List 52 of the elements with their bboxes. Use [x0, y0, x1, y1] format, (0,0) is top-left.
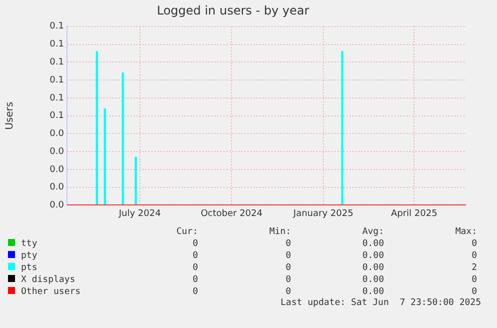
- bar: [104, 108, 106, 206]
- text: 0: [192, 250, 198, 262]
- legend-label: pty: [20, 250, 38, 262]
- text: 0: [284, 262, 291, 274]
- text: 0: [470, 286, 477, 298]
- y-tick-label: 0.0: [50, 146, 64, 157]
- bar: [122, 72, 124, 206]
- text: 0: [192, 238, 198, 250]
- y-tick-label: 0.0: [50, 182, 64, 193]
- text: 0: [284, 286, 291, 298]
- y-tick-label: 0.1: [50, 111, 64, 122]
- text: 0: [284, 250, 291, 262]
- y-tick-label: 0.1: [50, 40, 64, 50]
- x-tick-label: April 2025: [390, 208, 438, 219]
- y-tick-label: 0.0: [50, 200, 64, 211]
- y-axis-title: Users: [4, 102, 16, 130]
- text: 0: [470, 274, 477, 286]
- text: 0: [284, 274, 291, 286]
- text: Avg:: [361, 226, 384, 238]
- y-tick-label: 0.1: [50, 22, 64, 32]
- bar: [96, 51, 98, 206]
- text: 0: [470, 238, 477, 250]
- text: 0: [192, 286, 198, 298]
- y-tick-label: 0.0: [50, 129, 64, 140]
- x-tick-label: July 2024: [118, 208, 162, 219]
- bar: [341, 51, 344, 206]
- text: Max:: [454, 226, 477, 238]
- y-tick-label: 0.0: [50, 164, 64, 175]
- text: 0.00: [361, 262, 384, 274]
- text: 0: [284, 238, 291, 250]
- legend-label: Other users: [20, 286, 82, 298]
- x-tick-label: January 2025: [292, 208, 354, 219]
- bar: [134, 156, 137, 206]
- text: 2: [470, 262, 477, 274]
- x-tick-label: October 2024: [200, 208, 263, 219]
- text: 0: [470, 250, 477, 262]
- y-tick-label: 0.1: [50, 58, 64, 68]
- text: 0.00: [361, 274, 384, 286]
- y-tick-label: 0.1: [50, 75, 64, 86]
- legend-label: pts: [20, 262, 38, 274]
- text: Min:: [268, 226, 291, 238]
- text: 0.00: [361, 238, 384, 250]
- legend-label: tty: [20, 238, 38, 250]
- legend-label: X displays: [20, 274, 76, 286]
- text: Cur:: [175, 226, 198, 238]
- chart-title: Logged in users - by year: [156, 3, 310, 18]
- text: 0.00: [361, 286, 384, 298]
- text: Last update: Sat Jun 7 23:50:00 2025: [280, 298, 481, 308]
- y-tick-label: 0.1: [50, 93, 64, 104]
- text: 0: [192, 274, 198, 286]
- text: 0: [192, 262, 198, 274]
- text: 0.00: [361, 250, 384, 262]
